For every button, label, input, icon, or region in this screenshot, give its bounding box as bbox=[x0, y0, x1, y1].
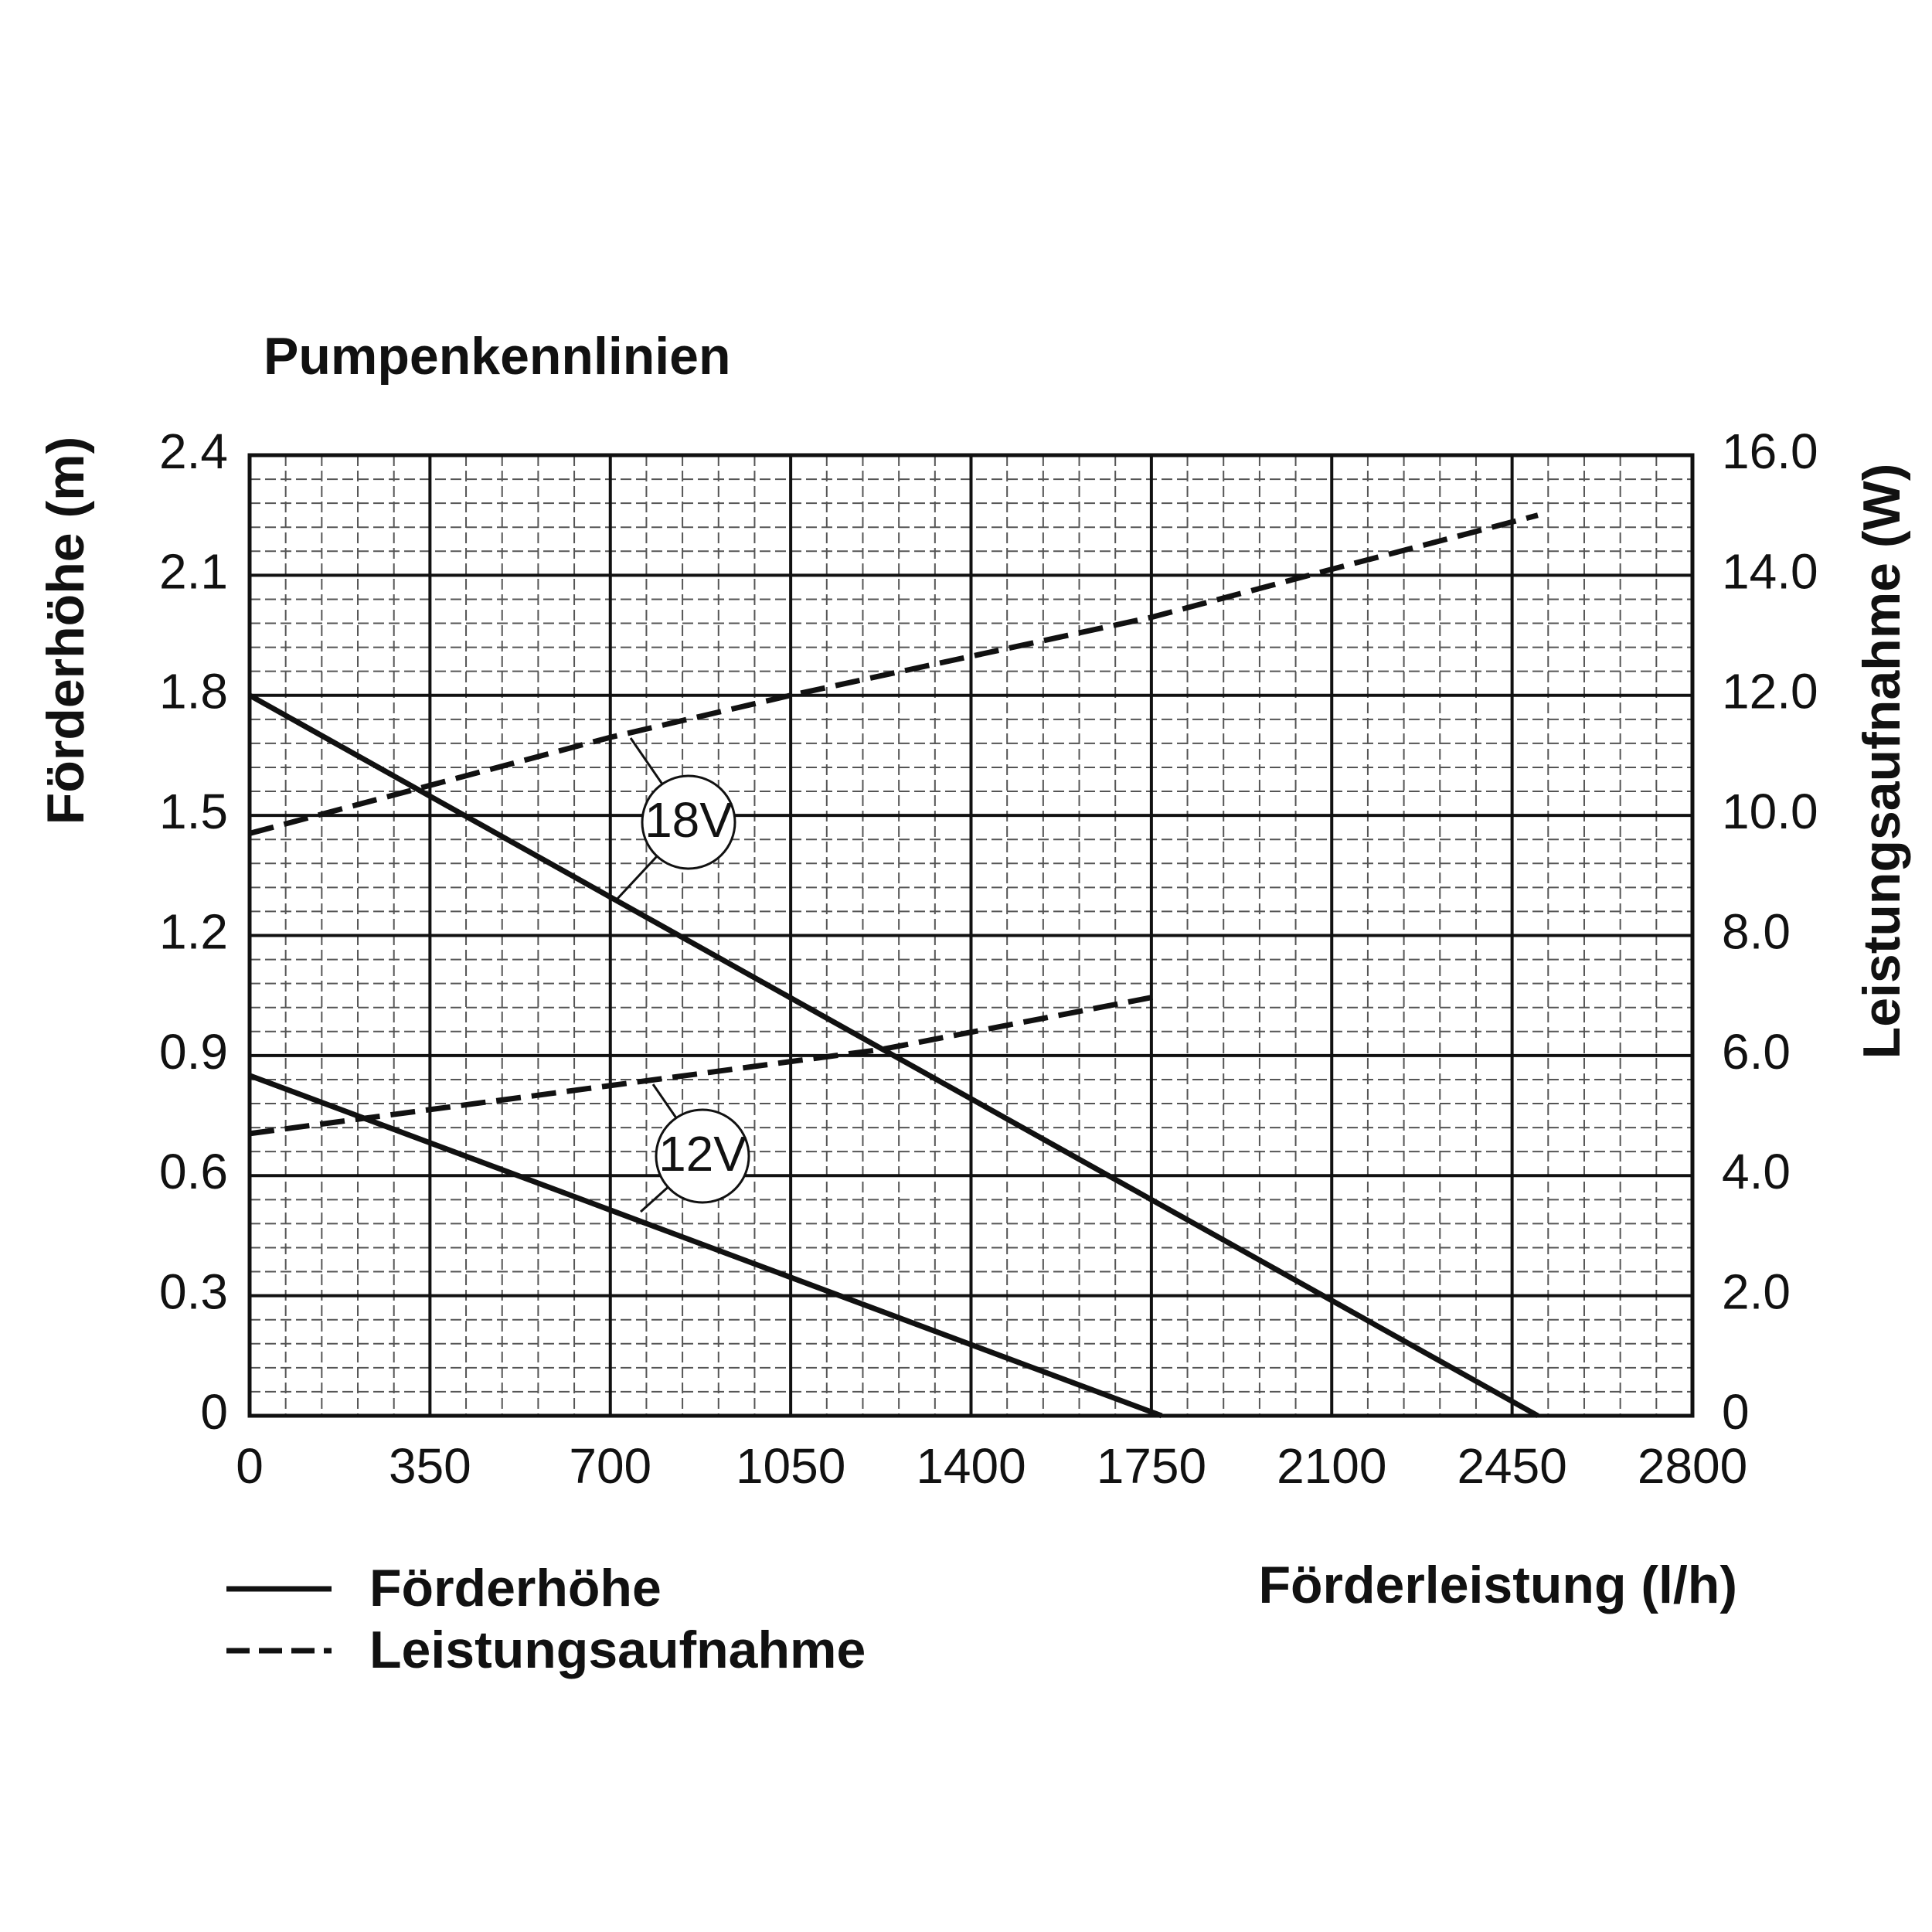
y2-tick-label: 16.0 bbox=[1722, 423, 1818, 479]
y-tick-label: 2.4 bbox=[159, 423, 228, 479]
y-tick-label: 1.5 bbox=[159, 784, 228, 839]
legend-label: Leistungsaufnahme bbox=[369, 1621, 866, 1679]
x-tick-label: 0 bbox=[236, 1438, 264, 1494]
callout-bubble bbox=[655, 1108, 750, 1204]
y2-tick-label: 4.0 bbox=[1722, 1144, 1791, 1199]
y-tick-label: 1.8 bbox=[159, 664, 228, 719]
legend-label: Förderhöhe bbox=[369, 1559, 662, 1617]
y2-tick-label: 8.0 bbox=[1722, 903, 1791, 959]
series-line bbox=[249, 512, 1539, 836]
y2-tick-label: 0 bbox=[1722, 1384, 1750, 1440]
series-line bbox=[248, 692, 1539, 1419]
x-tick-label: 700 bbox=[569, 1438, 651, 1494]
x-tick-label: 1750 bbox=[1097, 1438, 1206, 1494]
y-tick-label: 0 bbox=[200, 1384, 228, 1440]
y2-axis-label: Leistungsaufnahme (W) bbox=[1852, 464, 1911, 1060]
y-axis-label: Förderhöhe (m) bbox=[36, 437, 95, 825]
series-line bbox=[249, 992, 1162, 1137]
chart-title: Pumpenkennlinien bbox=[264, 327, 731, 386]
series-line bbox=[248, 1073, 1163, 1419]
y2-tick-label: 12.0 bbox=[1722, 664, 1818, 719]
y2-tick-label: 6.0 bbox=[1722, 1024, 1791, 1080]
y-tick-label: 0.3 bbox=[159, 1264, 228, 1320]
x-tick-label: 1050 bbox=[736, 1438, 845, 1494]
y-tick-label: 1.2 bbox=[159, 903, 228, 959]
x-tick-label: 1400 bbox=[916, 1438, 1026, 1494]
callout-bubble bbox=[641, 774, 736, 870]
x-tick-label: 2450 bbox=[1457, 1438, 1566, 1494]
y-tick-label: 0.9 bbox=[159, 1024, 228, 1080]
x-tick-label: 350 bbox=[389, 1438, 471, 1494]
callout-label: 12V bbox=[658, 1126, 747, 1182]
x-tick-label: 2800 bbox=[1638, 1438, 1747, 1494]
callout-label: 18V bbox=[645, 792, 733, 848]
x-axis-label: Förderleistung (l/h) bbox=[1258, 1556, 1737, 1614]
y2-tick-label: 10.0 bbox=[1722, 784, 1818, 839]
y-tick-label: 2.1 bbox=[159, 543, 228, 599]
y2-tick-label: 2.0 bbox=[1722, 1264, 1791, 1320]
y-tick-label: 0.6 bbox=[159, 1144, 228, 1199]
y2-tick-label: 14.0 bbox=[1722, 543, 1818, 599]
plot-frame bbox=[247, 453, 1695, 1418]
x-tick-label: 2100 bbox=[1277, 1438, 1386, 1494]
